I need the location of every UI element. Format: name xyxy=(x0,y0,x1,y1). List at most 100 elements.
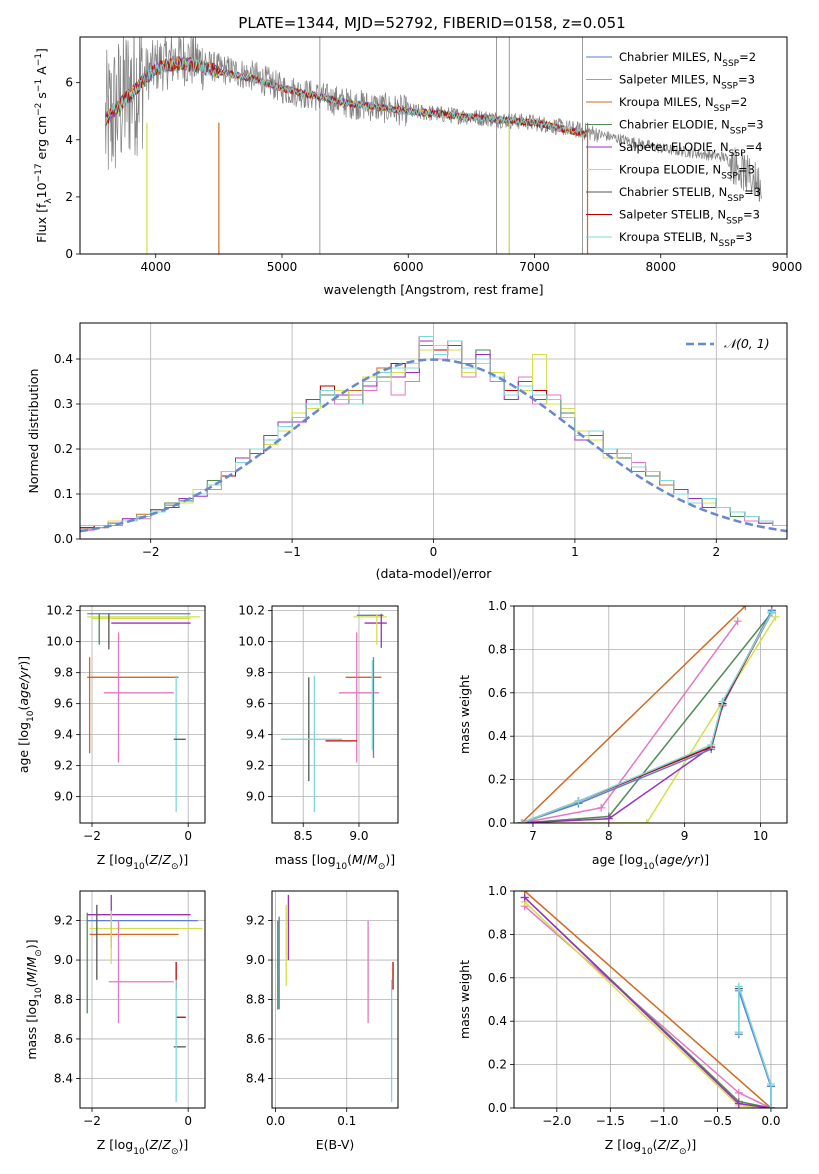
y-axis-label: Flux [fλ10−17 erg cm−2 s−1 A−1] xyxy=(34,48,54,243)
label-part: mass [log xyxy=(24,999,39,1060)
weight-line xyxy=(738,990,772,1108)
weight-marker xyxy=(734,982,743,991)
legend-label: Kroupa MILES, NSSP=2 xyxy=(619,95,747,114)
label-part: Chabrier ELODIE, N xyxy=(619,118,730,132)
legend-label: 𝒩(0, 1) xyxy=(724,336,770,351)
weight-line xyxy=(521,612,773,823)
weight-line xyxy=(521,620,739,823)
y-tick-label: 4 xyxy=(65,133,73,147)
label-part: Chabrier STELIB, N xyxy=(619,185,727,199)
label-part: 10 xyxy=(133,1147,145,1157)
weight-marker xyxy=(718,697,727,706)
label-part: −1 xyxy=(34,53,44,66)
axes-frame xyxy=(271,605,399,824)
x-tick-label: 8.5 xyxy=(294,829,313,843)
x-tick-label: 0 xyxy=(184,829,192,843)
label-part: M xyxy=(24,956,39,967)
label-part: age/yr xyxy=(659,852,700,867)
y-tick-label: 0.1 xyxy=(54,487,73,501)
y-tick-label: 0.3 xyxy=(54,397,73,411)
y-tick-label: 9.8 xyxy=(54,666,73,680)
weight-line xyxy=(524,891,772,1108)
plot-content xyxy=(86,894,203,1103)
label-part: SSP xyxy=(726,217,743,227)
label-part: mass [log xyxy=(275,852,336,867)
label-part: Z [log xyxy=(97,1137,133,1152)
label-part: SSP xyxy=(719,239,736,249)
label-part: Z xyxy=(161,852,171,867)
label-part: Z [log xyxy=(605,1137,641,1152)
y-tick-label: 0.0 xyxy=(488,1101,507,1115)
label-part: age [log xyxy=(592,852,643,867)
y-tick-label: 9.0 xyxy=(246,790,265,804)
y-tick-label: 0.8 xyxy=(488,642,507,656)
label-part: s xyxy=(34,92,49,103)
label-part: Kroupa ELODIE, N xyxy=(619,163,721,177)
x-tick-label: −2 xyxy=(142,545,160,559)
y-tick-label: 0 xyxy=(65,247,73,261)
y-tick-label: 9.0 xyxy=(246,953,265,967)
x-tick-label: 9.0 xyxy=(349,829,368,843)
x-axis-label: (data-model)/error xyxy=(376,566,493,581)
figure-title: PLATE=1344, MJD=52792, FIBERID=0158, z=0… xyxy=(238,14,625,32)
weight-marker xyxy=(734,1099,743,1108)
label-part: =2 xyxy=(739,50,756,64)
weight-marker xyxy=(767,608,776,617)
y-tick-label: 9.2 xyxy=(246,914,265,928)
label-part: 10 xyxy=(26,710,36,722)
x-tick-label: 0 xyxy=(430,545,438,559)
label-part: Z [log xyxy=(97,852,133,867)
x-tick-label: 0 xyxy=(184,1114,192,1128)
x-tick-label: 9 xyxy=(681,829,689,843)
label-part: −1 xyxy=(34,79,44,92)
legend-label: Chabrier ELODIE, NSSP=3 xyxy=(619,118,764,137)
y-axis-label: Normed distribution xyxy=(26,369,41,494)
label-part: M xyxy=(24,972,39,983)
y-tick-label: 0.4 xyxy=(488,1014,507,1028)
y-tick-label: 10.2 xyxy=(238,604,265,618)
label-part: SSP xyxy=(721,82,738,92)
y-tick-label: 0.2 xyxy=(488,1058,507,1072)
label-part: ( xyxy=(653,1137,658,1152)
y-tick-label: 8.6 xyxy=(54,1032,73,1046)
plot-content xyxy=(520,891,775,1108)
x-tick-label: 7000 xyxy=(519,260,550,274)
x-tick-label: 0.0 xyxy=(761,1114,780,1128)
weight-line xyxy=(521,606,746,823)
label-part: age/yr xyxy=(16,665,31,706)
x-tick-label: −1.5 xyxy=(596,1114,625,1128)
weight-marker xyxy=(733,617,742,626)
y-tick-label: 0.8 xyxy=(488,927,507,941)
y-tick-label: 0.2 xyxy=(488,773,507,787)
y-tick-label: 8.4 xyxy=(54,1071,73,1085)
x-axis-label: wavelength [Angstrom, rest frame] xyxy=(323,282,543,297)
label-part: =3 xyxy=(747,118,764,132)
y-tick-label: 8.8 xyxy=(246,993,265,1007)
legend-label: Salpeter ELODIE, NSSP=4 xyxy=(619,140,762,159)
model-spectrum xyxy=(104,57,588,139)
label-part: ⊙ xyxy=(34,949,44,957)
plot-content xyxy=(87,613,201,813)
label-part: 10 xyxy=(336,862,348,872)
label-part: A xyxy=(34,66,49,79)
x-tick-label: 7 xyxy=(529,829,537,843)
x-tick-label: 8 xyxy=(605,829,613,843)
axes-frame xyxy=(513,605,788,824)
label-part: )] xyxy=(178,852,188,867)
weight-marker xyxy=(604,814,613,823)
y-tick-label: 0.0 xyxy=(54,532,73,546)
x-axis-label: Z [log10(Z/Z⊙)] xyxy=(605,1137,697,1157)
label-part: −2 xyxy=(34,103,44,116)
label-part: / xyxy=(24,967,39,972)
label-part: )] xyxy=(686,1137,696,1152)
label-part: ] xyxy=(34,48,49,53)
y-tick-label: 9.0 xyxy=(54,790,73,804)
axes-frame xyxy=(79,605,206,824)
label-part: M xyxy=(352,852,363,867)
y-tick-label: 0.2 xyxy=(54,442,73,456)
label-part: age [log xyxy=(16,722,31,773)
weight-line xyxy=(521,616,777,823)
x-axis-label: Z [log10(Z/Z⊙)] xyxy=(97,852,189,872)
